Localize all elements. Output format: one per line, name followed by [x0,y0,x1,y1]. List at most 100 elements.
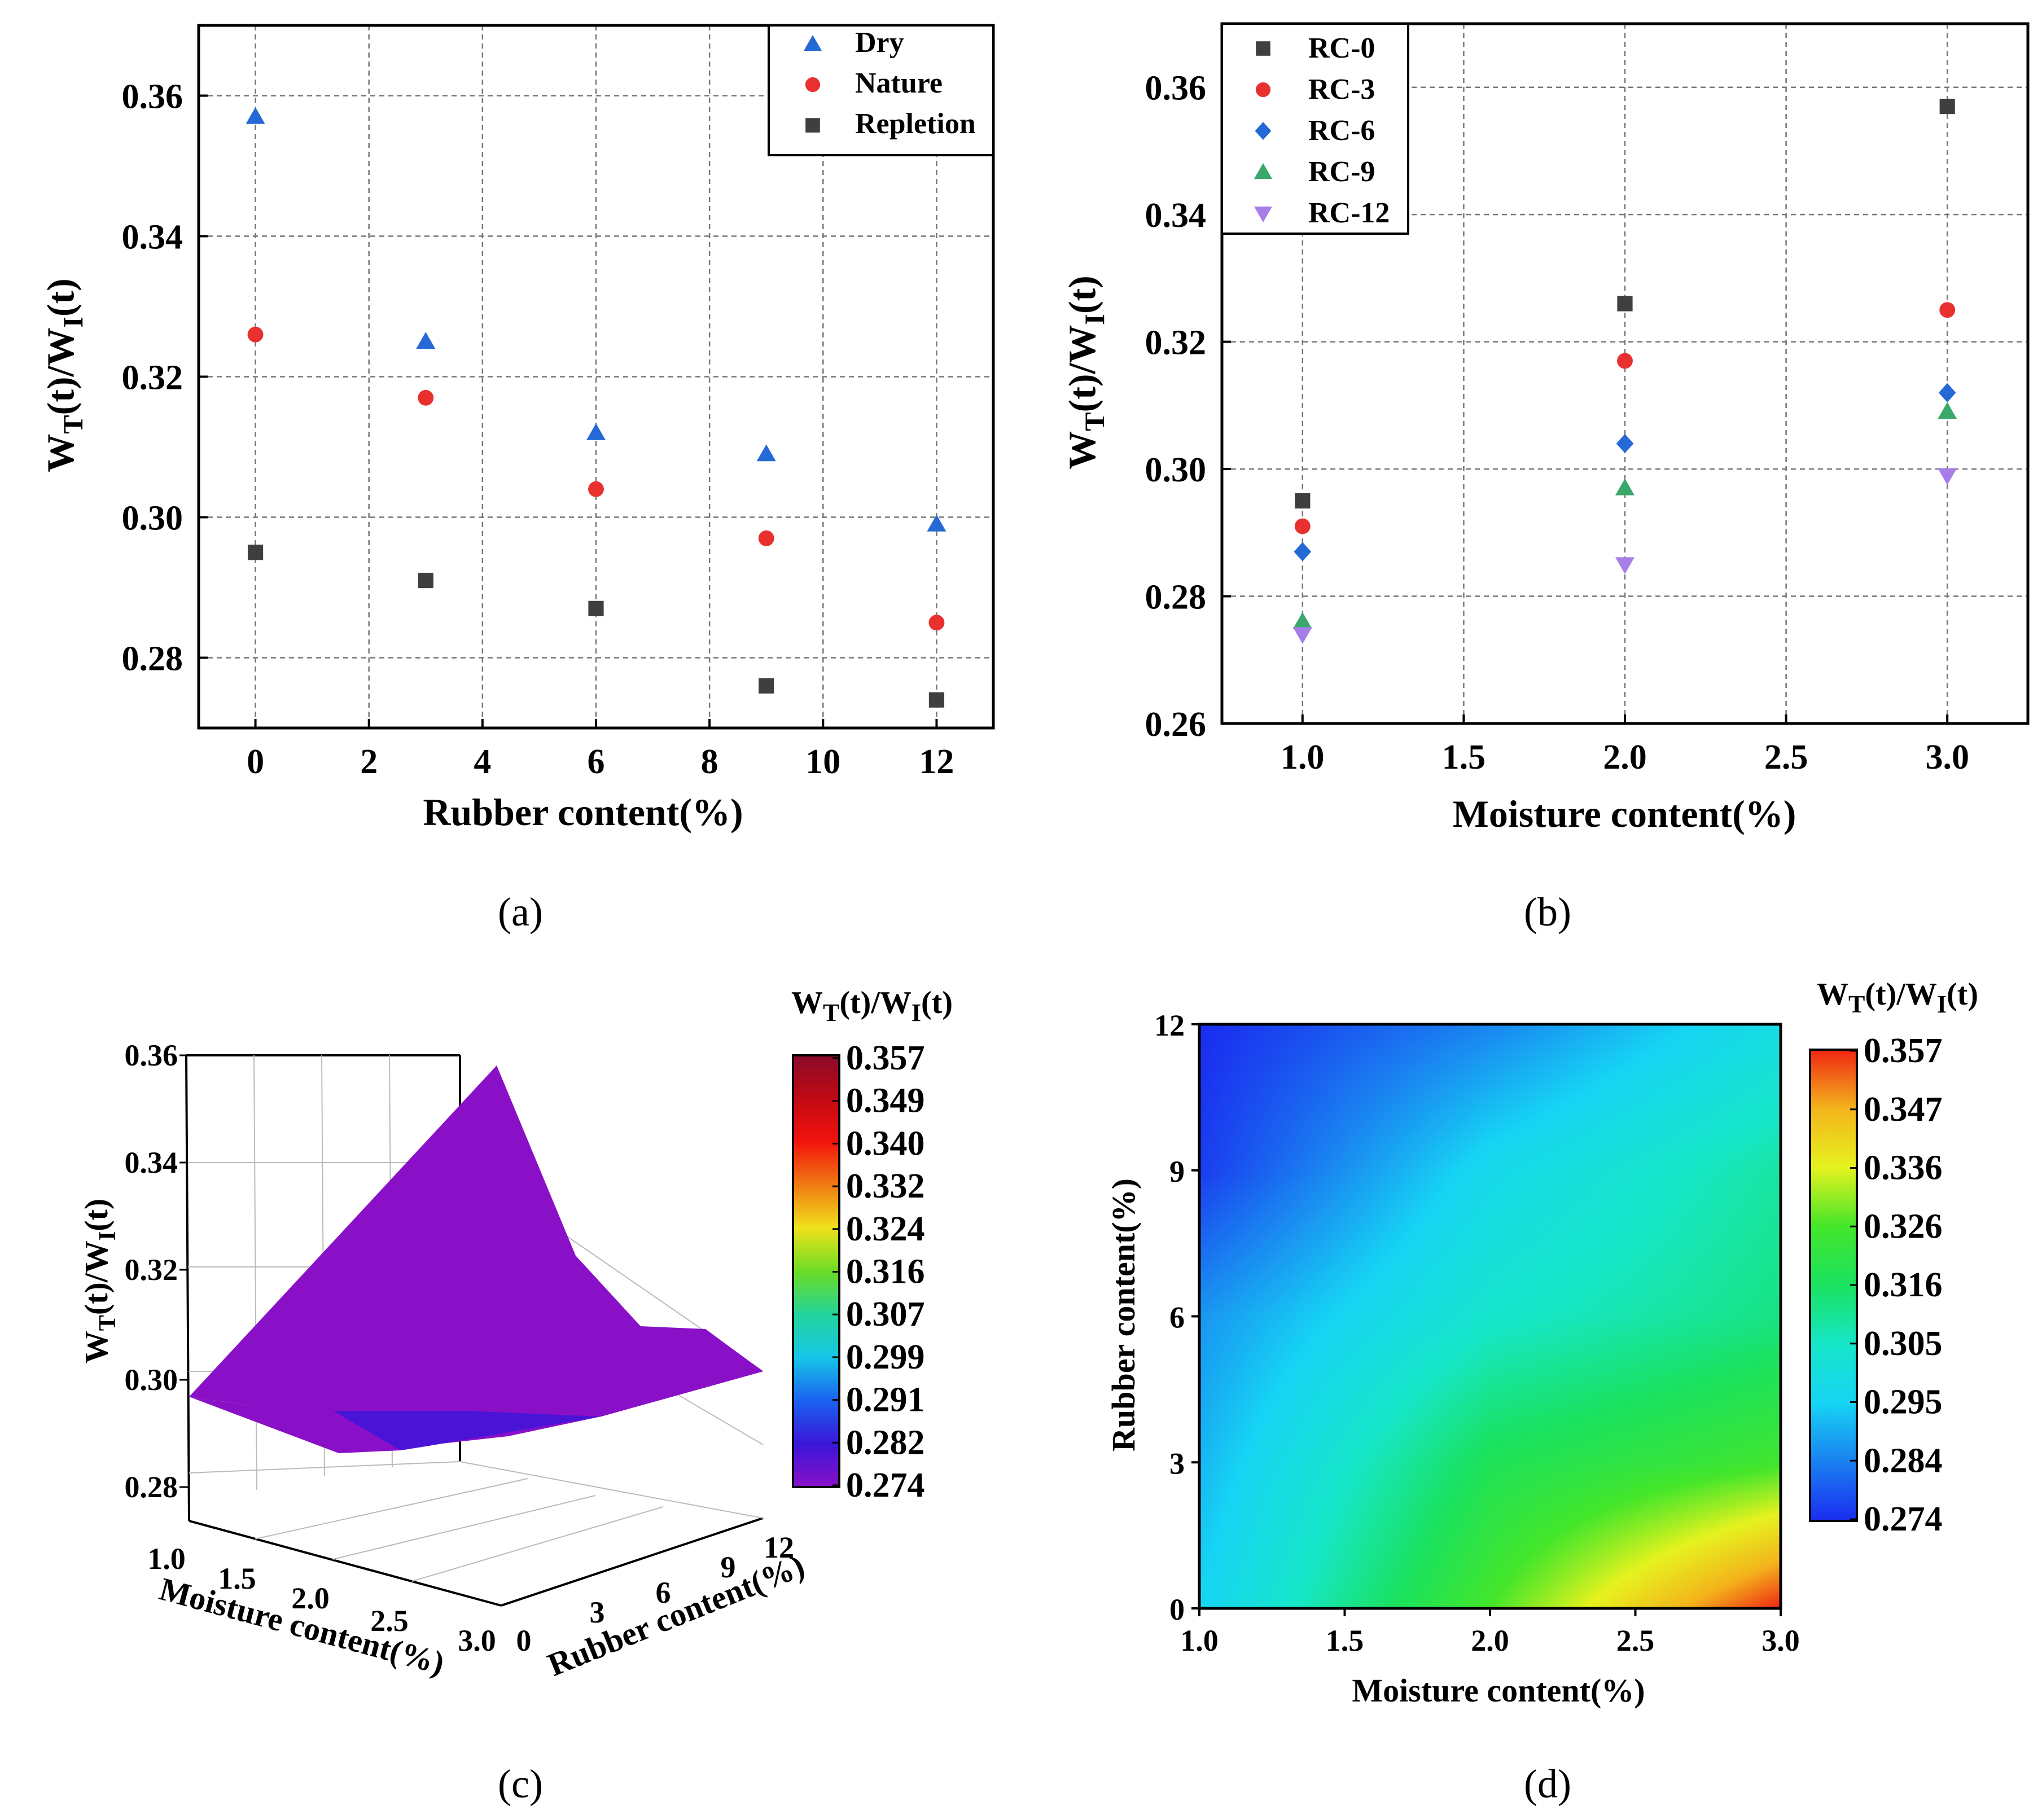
b-legend-label: RC-9 [1308,156,1375,188]
a-legend-label: Dry [855,27,904,59]
c-surface-under [189,1371,763,1453]
c-z-tick-label: 0.32 [125,1253,178,1287]
b-legend-label: RC-6 [1308,115,1375,147]
b-point-rc-9 [1938,402,1957,419]
a-legend-marker [805,77,821,93]
c-surface-low-region [333,1411,601,1450]
a-x-tick-label: 8 [701,743,718,781]
c-x-tick-label: 2.5 [370,1604,409,1638]
c-y-axis [501,1517,764,1607]
a-ticks: 0 2 4 6 8 10 12 0.28 0.30 0.32 0.34 0.36 [122,78,954,782]
b-y-tick-label: 0.28 [1145,578,1207,617]
colorbar-tick-label: 0.274 [846,1466,925,1505]
colorbar-tick-label: 0.340 [846,1124,925,1163]
a-point-dry [586,423,606,440]
b-y-tick-label: 0.32 [1145,324,1207,362]
a-point-repletion [588,600,604,616]
b-legend-marker [1256,41,1270,56]
a-legend-marker [804,35,822,51]
b-legend-marker [1254,207,1272,222]
a-legend-marker [805,118,820,133]
b-markers [1292,98,1957,644]
d-x-tick-label: 1.5 [1326,1624,1364,1657]
colorbar-tick-label: 0.332 [846,1167,925,1205]
c-surface [189,1065,763,1453]
a-legend: Dry Nature Repletion [768,24,994,156]
panel-a: 0 2 4 6 8 10 12 0.28 0.30 0.32 0.34 0.36 Dry Nature R… [39,24,995,935]
c-colorbar [792,1054,840,1488]
b-point-rc-9 [1615,478,1635,495]
b-point-rc-0 [1617,296,1633,312]
a-y-tick-label: 0.28 [122,640,183,678]
colorbar-tick-label: 0.291 [846,1381,925,1419]
d-x-tick-label: 3.0 [1761,1624,1800,1657]
a-point-nature [247,326,264,343]
b-point-rc-0 [1295,493,1311,509]
a-y-tick-label: 0.30 [122,499,183,538]
a-markers [246,107,946,708]
c-z-tick-label: 0.30 [125,1363,178,1397]
c-y-tick-label: 12 [764,1530,794,1564]
d-x-tick-label: 2.0 [1471,1624,1509,1657]
colorbar-tick-label: 0.357 [1864,1032,1943,1070]
b-y-tick-label: 0.34 [1145,196,1207,235]
c-colorbar-title: WT(t)/WI(t) [791,985,953,1027]
a-x-axis-label: Rubber content(%) [423,791,743,834]
b-legend-box [1221,23,1409,235]
d-colorbar [1809,1049,1858,1522]
d-heatmap-area [1199,1024,1781,1608]
a-y-axis-label: WT(t)/WI(t) [39,278,89,472]
d-colorbar-title: WT(t)/WI(t) [1817,977,1978,1018]
colorbar-tick-label: 0.324 [846,1210,925,1248]
c-y-tick-label: 9 [721,1550,736,1584]
b-x-tick-label: 1.5 [1442,738,1486,777]
colorbar-tick-label: 0.305 [1864,1325,1943,1363]
colorbar-tick-label: 0.336 [1864,1149,1943,1187]
panel-c: 0.28 0.30 0.32 0.34 0.36 1.0 1.5 2.0 2.5 3.0 0 3 6 91… [78,985,953,1806]
a-x-tick-label: 6 [588,743,605,781]
colorbar-tick-label: 0.284 [1864,1441,1943,1480]
d-y-axis-label: Rubber content(%) [1105,1178,1142,1451]
c-surface-front [189,1371,763,1416]
b-legend-marker [1254,163,1272,179]
d-y-tick-label: 3 [1169,1446,1185,1480]
b-x-axis-label: Moisture content(%) [1453,792,1796,835]
colorbar-tick-label: 0.299 [846,1338,925,1376]
a-x-tick-label: 0 [247,743,264,781]
c-x-axis [189,1520,502,1607]
b-point-rc-6 [1616,434,1634,453]
b-point-rc-3 [1939,302,1956,318]
panel-b: 1.0 1.5 2.0 2.5 3.00.260.280.300.320.340.36 … [1061,22,2030,935]
colorbar-tick-label: 0.316 [1864,1266,1943,1304]
b-y-tick-label: 0.36 [1145,69,1207,108]
b-panel-label: (b) [1524,889,1571,935]
colorbar-tick-label: 0.349 [846,1082,925,1120]
b-y-tick-label: 0.30 [1145,451,1207,489]
c-y-axis-label: Rubber content(%) [542,1547,809,1683]
a-point-repletion [247,545,264,560]
c-y-tick-label: 0 [516,1624,532,1657]
b-point-rc-12 [1938,468,1957,485]
a-y-tick-label: 0.36 [122,78,183,116]
c-colorbar-ticks: 0.357 0.349 0.340 0.332 0.324 0.316 0.307 0.299… [832,1039,925,1505]
b-y-tick-label: 0.26 [1145,705,1207,744]
a-point-dry [246,107,265,124]
a-point-nature [758,530,774,546]
colorbar-tick-label: 0.295 [1864,1383,1943,1422]
b-y-axis-label: WT(t)/WI(t) [1061,275,1110,470]
a-point-repletion [759,678,774,694]
colorbar-tick-label: 0.357 [846,1039,925,1077]
a-x-tick-label: 2 [360,743,378,781]
b-x-tick-label: 1.0 [1281,738,1325,777]
d-ticks: 1.0 1.5 2.0 2.5 3.0 0 3 6 9 12 [1154,1008,1800,1657]
d-y-tick-label: 12 [1154,1008,1185,1042]
a-point-repletion [418,572,433,589]
d-y-tick-label: 6 [1169,1301,1185,1335]
b-point-rc-0 [1939,98,1955,115]
c-z-tick-label: 0.28 [125,1470,178,1504]
a-point-dry [416,332,436,349]
b-x-tick-label: 2.0 [1603,738,1647,777]
b-legend: RC-0 RC-3 RC-6 RC-9 RC-12 [1221,23,1409,235]
b-ticks: 1.0 1.5 2.0 2.5 3.0 0.26 0.28 0.30 0.32 0.34 0.36 [1145,69,1969,777]
